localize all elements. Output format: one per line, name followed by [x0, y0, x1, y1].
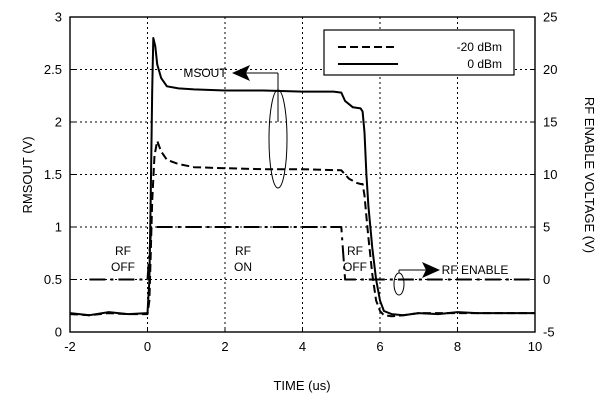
y-left-tick-label: 2	[55, 115, 62, 130]
rf-enable-series-ellipse	[393, 272, 405, 296]
y-left-tick-label: 1	[55, 220, 62, 235]
series-line-rf-enable	[89, 226, 535, 281]
y-right-tick-label: -5	[543, 325, 555, 340]
x-tick-label: 10	[528, 339, 542, 354]
rf-enable-arrow-head-icon	[422, 262, 440, 278]
rf-off-left-label-line2: OFF	[111, 260, 135, 274]
series-layer	[69, 37, 535, 318]
msout-arrow-head-icon	[232, 65, 250, 81]
annotation-rf-enable: RF ENABLE	[442, 263, 509, 277]
y-left-tick-label: 1.5	[44, 167, 62, 182]
legend-label-0dbm: 0 dBm	[467, 57, 502, 71]
annotation-layer: MSOUT RF ENABLE RF OFF RF ON RF OFF	[111, 65, 509, 296]
y-right-tick-label: 20	[543, 62, 557, 77]
y-right-tick-label: 5	[543, 220, 550, 235]
legend: -20 dBm 0 dBm	[323, 29, 515, 76]
msout-series-ellipse	[268, 89, 288, 189]
y-right-axis-label: RF ENABLE VOLTAGE (V)	[582, 97, 597, 253]
rf-on-label-line2: ON	[234, 260, 252, 274]
rf-off-right-label-line2: OFF	[343, 260, 367, 274]
y-right-tick-label: 0	[543, 272, 550, 287]
legend-label-minus20dbm: -20 dBm	[457, 40, 502, 54]
y-left-axis-label: RMSOUT (V)	[20, 136, 35, 213]
annotation-msout: MSOUT	[183, 66, 227, 80]
y-right-tick-label: 25	[543, 10, 557, 25]
x-axis-label: TIME (us)	[273, 378, 330, 393]
y-left-tick-label: 3	[55, 10, 62, 25]
x-tick-label: 8	[454, 339, 461, 354]
y-right-tick-label: 10	[543, 167, 557, 182]
series-line-0-dbm	[69, 37, 535, 317]
x-tick-label: 0	[144, 339, 151, 354]
x-tick-label: 2	[221, 339, 228, 354]
y-right-tick-label: 15	[543, 115, 557, 130]
x-tick-label: 6	[376, 339, 383, 354]
rf-on-label-line1: RF	[235, 244, 251, 258]
x-tick-label: -2	[64, 339, 76, 354]
legend-box	[323, 29, 515, 76]
rf-off-left-label-line1: RF	[115, 244, 131, 258]
y-left-tick-label: 0.5	[44, 272, 62, 287]
y-left-tick-label: 0	[55, 325, 62, 340]
rf-off-right-label-line1: RF	[347, 244, 363, 258]
x-tick-label: 4	[299, 339, 306, 354]
y-left-tick-label: 2.5	[44, 62, 62, 77]
